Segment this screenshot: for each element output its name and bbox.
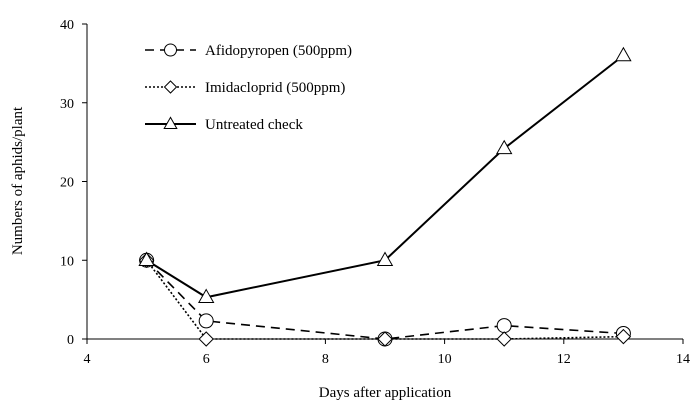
- y-tick-label: 40: [60, 18, 74, 33]
- x-axis-title: Days after application: [319, 385, 452, 401]
- x-axis-ticks: 4 6 8 10 12 14: [84, 339, 690, 367]
- data-point: [615, 328, 632, 345]
- data-point: [377, 331, 393, 347]
- data-point: [198, 331, 214, 347]
- legend-marker: [163, 116, 178, 129]
- x-tick-label: 14: [676, 352, 690, 367]
- x-tick-label: 6: [203, 352, 210, 367]
- series-2: [138, 252, 632, 347]
- legend-item: Untreated check: [145, 116, 303, 133]
- legend-marker: [163, 80, 178, 94]
- y-tick-label: 10: [60, 254, 74, 269]
- legend-label: Afidopyropen (500ppm): [205, 43, 352, 59]
- x-tick-label: 8: [322, 352, 329, 367]
- legend: Afidopyropen (500ppm) Imidacloprid (500pp…: [145, 43, 352, 133]
- legend-label: Untreated check: [205, 117, 303, 133]
- data-point: [496, 318, 512, 334]
- data-point: [376, 251, 394, 266]
- data-point: [138, 251, 155, 266]
- series-3: [138, 46, 632, 304]
- legend-marker: [164, 43, 177, 57]
- y-tick-label: 30: [60, 97, 74, 112]
- y-tick-label: 20: [60, 176, 74, 191]
- data-point: [496, 331, 512, 347]
- data-point: [198, 313, 214, 329]
- axes: [86, 24, 683, 340]
- x-tick-label: 12: [557, 352, 571, 367]
- data-point: [495, 139, 513, 155]
- data-point: [615, 46, 632, 62]
- series-line: [146, 259, 624, 340]
- legend-item: Imidacloprid (500ppm): [145, 80, 345, 96]
- series-line: [145, 259, 624, 340]
- legend-item: Afidopyropen (500ppm): [145, 43, 352, 59]
- data-point: [197, 288, 215, 304]
- x-tick-label: 4: [84, 352, 91, 367]
- legend-label: Imidacloprid (500ppm): [205, 80, 345, 96]
- y-axis-ticks: 0 10 20 30 40: [60, 18, 87, 348]
- y-axis-title: Numbers of aphids/plant: [10, 106, 26, 255]
- y-tick-label: 0: [67, 333, 74, 348]
- series-layer: [138, 46, 632, 347]
- x-tick-label: 10: [438, 352, 452, 367]
